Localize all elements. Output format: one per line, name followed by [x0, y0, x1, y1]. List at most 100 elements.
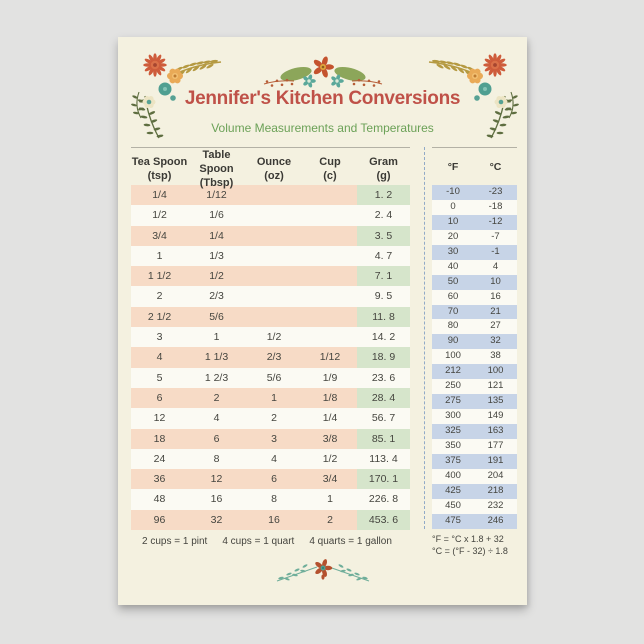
volume-cell: 453. 6 — [357, 509, 410, 531]
volume-cell: 113. 4 — [369, 452, 398, 465]
temp-cell: 149 — [487, 410, 504, 422]
volume-table-row: 3 1 1/2 14. 2 — [131, 327, 410, 348]
volume-cell: 1/2 — [209, 270, 224, 283]
volume-cell: 16 — [268, 513, 280, 526]
volume-cell — [303, 307, 357, 327]
volume-table-row: 1 1/2 1/2 7. 1 — [131, 266, 410, 287]
volume-cell: 1/6 — [209, 209, 224, 222]
volume-cell: 85. 1 — [357, 428, 410, 449]
temp-table-row: 40 4 — [432, 259, 517, 275]
temp-cell: 400 — [445, 469, 461, 481]
temp-cell: 475 — [445, 514, 461, 526]
column-name: Cup — [319, 156, 341, 169]
volume-cell: 1/8 — [322, 391, 338, 404]
temp-table-row: 20 -7 — [432, 229, 517, 245]
volume-table-row: 18 6 3 3/8 85. 1 — [131, 428, 410, 449]
temp-column-header: °C — [489, 160, 502, 173]
temp-cell: 177 — [487, 439, 504, 451]
temp-cell: 38 — [490, 350, 501, 362]
volume-table-row: 3/4 1/4 3. 5 — [131, 225, 410, 246]
temp-cell: 10 — [447, 215, 459, 227]
volume-column-header: Tea Spoon (tsp) — [131, 155, 188, 183]
volume-cell: 1/4 — [209, 229, 224, 242]
volume-notes: 2 cups = 1 pint 4 cups = 1 quart 4 quarts … — [131, 530, 410, 547]
temp-cell: -12 — [488, 215, 503, 227]
temp-cell: 10 — [490, 275, 501, 287]
temp-cell: -7 — [491, 230, 500, 242]
page-title: Jennifer's Kitchen Conversions — [184, 88, 461, 109]
volume-cell: 9. 5 — [374, 290, 393, 303]
temp-table-row: 0 -18 — [432, 199, 517, 215]
volume-cell: 56. 7 — [371, 412, 396, 425]
volume-table-row: 1/2 1/6 2. 4 — [131, 205, 410, 226]
dashed-divider — [424, 147, 425, 529]
temp-table-row: 475 246 — [432, 513, 517, 529]
volume-cell: 1/3 — [209, 249, 224, 262]
volume-table-row: 36 12 6 3/4 170. 1 — [131, 469, 410, 490]
temp-cell: 250 — [445, 380, 461, 392]
temp-table-row: 70 21 — [432, 304, 517, 320]
volume-cell: 96 — [153, 513, 166, 526]
volume-cell: 4 — [156, 351, 163, 364]
volume-cell: 1/4 — [322, 412, 338, 425]
page-subtitle: Volume Measurements and Temperatures — [211, 121, 434, 135]
temp-cell: 16 — [490, 290, 501, 302]
volume-cell — [245, 307, 303, 327]
temp-cell: 350 — [445, 439, 461, 451]
temp-cell: 246 — [487, 514, 504, 526]
conversion-chart-card: Jennifer's Kitchen Conversions Volume Me… — [118, 37, 527, 605]
volume-cell — [245, 185, 303, 205]
volume-table-row: 5 1 2/3 5/6 1/9 23. 6 — [131, 367, 410, 388]
volume-cell — [303, 205, 357, 225]
temp-table-row: 375 191 — [432, 453, 517, 469]
temp-table-header: °F °C — [432, 148, 517, 185]
temperature-conversion-table: °F °C -10 -23 0 -18 10 -12 20 -7 30 -1 40 4 50 10 60 16 7… — [432, 147, 517, 558]
volume-cell: 14. 2 — [371, 331, 396, 344]
volume-cell: 3/4 — [322, 473, 338, 486]
volume-table-row: 2 1/2 5/6 11. 8 — [131, 306, 410, 328]
volume-cell — [303, 185, 357, 205]
volume-cell: 28. 4 — [357, 387, 410, 409]
volume-cell: 6 — [213, 432, 220, 445]
volume-cell: 1 — [156, 249, 163, 262]
volume-column-header: Table Spoon (Tbsp) — [188, 148, 245, 190]
temp-table-row: 50 10 — [432, 274, 517, 290]
temp-table-row: 90 32 — [432, 334, 517, 350]
temp-cell: 300 — [445, 410, 461, 422]
temp-table-row: -10 -23 — [432, 185, 517, 200]
temp-cell: 80 — [447, 320, 459, 332]
volume-cell — [245, 266, 303, 286]
temp-cell: -23 — [488, 186, 503, 197]
temp-cell: 450 — [445, 499, 461, 511]
temp-cell: 191 — [487, 454, 504, 466]
temp-cell: 4 — [492, 260, 499, 272]
temp-table-row: 212 100 — [432, 364, 517, 380]
volume-cell: 32 — [210, 513, 223, 526]
volume-table-row: 24 8 4 1/2 113. 4 — [131, 448, 410, 470]
volume-conversion-table: Tea Spoon (tsp) Table Spoon (Tbsp) Ounce (oz)… — [131, 147, 410, 547]
column-name: Gram — [369, 156, 398, 169]
volume-cell: 5/6 — [209, 310, 224, 323]
volume-cell: 3/4 — [152, 229, 167, 242]
volume-cell — [245, 286, 303, 306]
volume-cell: 1/2 — [322, 452, 338, 465]
temp-table-row: 250 121 — [432, 379, 517, 395]
volume-cell — [303, 266, 357, 286]
temp-formula: °F = °C x 1.8 + 32 — [432, 533, 504, 544]
temp-cell: 275 — [445, 395, 461, 407]
volume-cell: 1 — [327, 493, 333, 506]
volume-cell — [245, 226, 303, 246]
temp-table-body: -10 -23 0 -18 10 -12 20 -7 30 -1 40 4 50 10 60 16 70 21 80… — [432, 185, 517, 529]
volume-table-header: Tea Spoon (tsp) Table Spoon (Tbsp) Ounce (oz)… — [131, 148, 410, 189]
volume-cell — [245, 246, 303, 266]
volume-cell: 12 — [153, 412, 166, 425]
volume-column-header: Cup (c) — [303, 155, 357, 183]
temp-cell: 163 — [487, 425, 504, 436]
temp-cell: 100 — [487, 365, 504, 377]
volume-cell — [245, 205, 303, 225]
temp-cell: 135 — [487, 395, 504, 407]
volume-cell: 4 — [271, 452, 277, 465]
volume-table-row: 4 1 1/3 2/3 1/12 18. 9 — [131, 347, 410, 368]
volume-cell: 1 — [271, 391, 277, 404]
